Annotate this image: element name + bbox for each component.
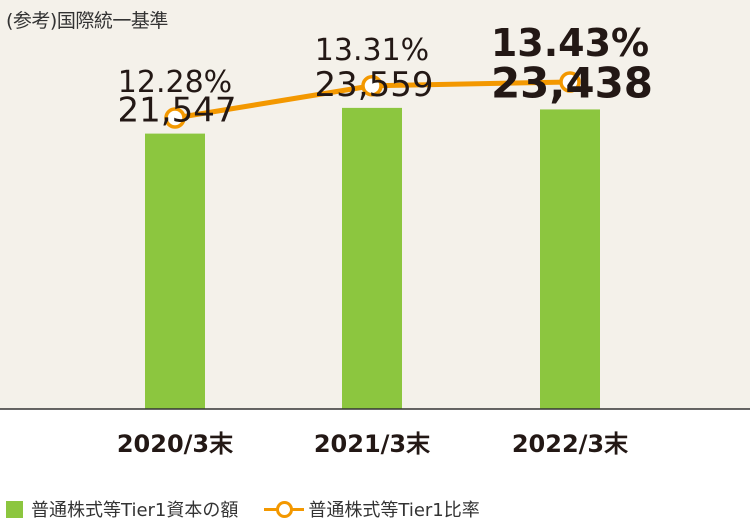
bar-3 <box>540 109 600 410</box>
bar-value-label-1: 21,547 <box>118 91 237 131</box>
ratio-value-label-3: 13.43% <box>491 21 649 65</box>
ratio-point-1 <box>164 107 186 129</box>
legend-line-swatch <box>264 499 305 519</box>
bar-1 <box>145 133 205 409</box>
bar-2 <box>342 107 402 409</box>
legend-bar-label: 普通株式等Tier1資本の額 <box>31 500 239 521</box>
legend: 普通株式等Tier1資本の額 普通株式等Tier1比率 <box>6 496 480 522</box>
legend-line-label: 普通株式等Tier1比率 <box>308 500 480 521</box>
legend-bar-swatch <box>6 500 23 518</box>
ratio-value-label-2: 13.31% <box>315 33 429 68</box>
chart-note: (参考)国際統一基準 <box>6 10 168 32</box>
x-tick-label-1: 2020/3末 <box>117 430 234 458</box>
bar-value-label-2: 23,559 <box>315 65 434 105</box>
ratio-point-2 <box>361 75 383 97</box>
ratio-point-3 <box>559 71 581 93</box>
x-tick-label-3: 2022/3末 <box>512 430 629 458</box>
bar-value-label-3: 23,438 <box>491 58 653 107</box>
ratio-value-label-1: 12.28% <box>118 65 232 100</box>
x-tick-label-2: 2021/3末 <box>314 430 431 458</box>
